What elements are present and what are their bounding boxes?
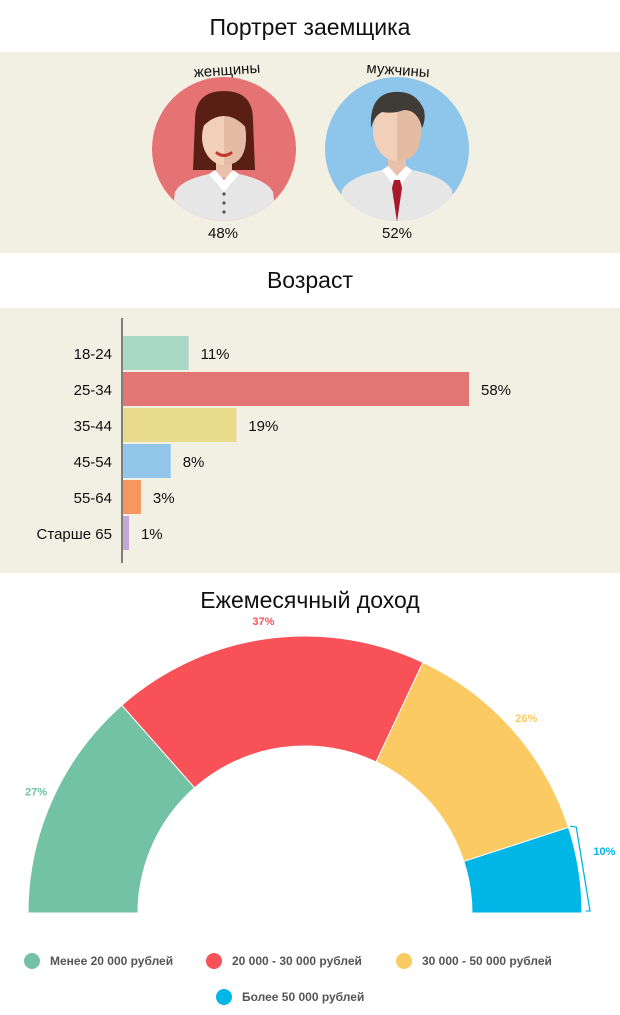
income-value-label: 37%	[252, 616, 274, 628]
age-bar	[123, 444, 171, 478]
age-bar	[123, 372, 469, 406]
age-value-label: 11%	[201, 346, 230, 363]
legend-swatch	[206, 953, 222, 969]
women-percentage: 48%	[207, 225, 239, 242]
age-value-label: 3%	[153, 490, 175, 507]
age-category-label: 45-54	[74, 454, 112, 471]
age-bar	[123, 408, 237, 442]
man-avatar-icon	[325, 77, 469, 221]
age-category-label: 25-34	[74, 382, 112, 399]
age-bar	[123, 480, 141, 514]
income-value-label: 10%	[593, 846, 615, 858]
legend-item: Более 50 000 рублей	[216, 989, 364, 1005]
age-panel	[0, 308, 620, 573]
age-bar	[123, 336, 189, 370]
age-category-label: 18-24	[74, 346, 112, 363]
income-value-label: 27%	[25, 787, 47, 799]
legend-label: Более 50 000 рублей	[242, 990, 365, 1004]
income-slice	[121, 635, 424, 789]
legend-label: Менее 20 000 рублей	[50, 954, 174, 968]
income-value-label: 26%	[515, 713, 537, 725]
income-donut-chart: 27% 37% 26% 10%	[25, 616, 616, 914]
age-category-label: Старше 65	[37, 526, 112, 543]
legend-item: 30 000 - 50 000 рублей	[396, 953, 552, 969]
legend-swatch	[216, 989, 232, 1005]
legend-item: Менее 20 000 рублей	[24, 953, 173, 969]
age-title: Возраст	[266, 267, 354, 293]
income-slice	[463, 826, 583, 914]
age-value-label: 1%	[141, 526, 163, 543]
income-legend: Менее 20 000 рублей 20 000 - 30 000 рубл…	[0, 950, 620, 1010]
woman-avatar-icon	[152, 77, 296, 221]
legend-swatch	[396, 953, 412, 969]
age-value-label: 19%	[248, 418, 278, 435]
legend-item: 20 000 - 30 000 рублей	[206, 953, 362, 969]
legend-label: 20 000 - 30 000 рублей	[232, 954, 362, 968]
portrait-title: Портрет заемщика	[209, 14, 411, 40]
age-category-label: 35-44	[74, 418, 112, 435]
age-value-label: 58%	[481, 382, 511, 399]
portrait-panel	[0, 52, 620, 253]
income-bracket	[570, 825, 591, 912]
age-bar-chart: 18-24 11% 25-34 58% 35-44 19% 45-54 8% 55-64 3% Ст…	[37, 318, 511, 563]
age-category-label: 55-64	[74, 490, 112, 507]
legend-label: 30 000 - 50 000 рублей	[422, 954, 552, 968]
legend-swatch	[24, 953, 40, 969]
men-percentage: 52%	[381, 225, 413, 242]
age-bar	[123, 516, 129, 550]
age-value-label: 8%	[183, 454, 205, 471]
income-title: Ежемесячный доход	[200, 587, 420, 613]
